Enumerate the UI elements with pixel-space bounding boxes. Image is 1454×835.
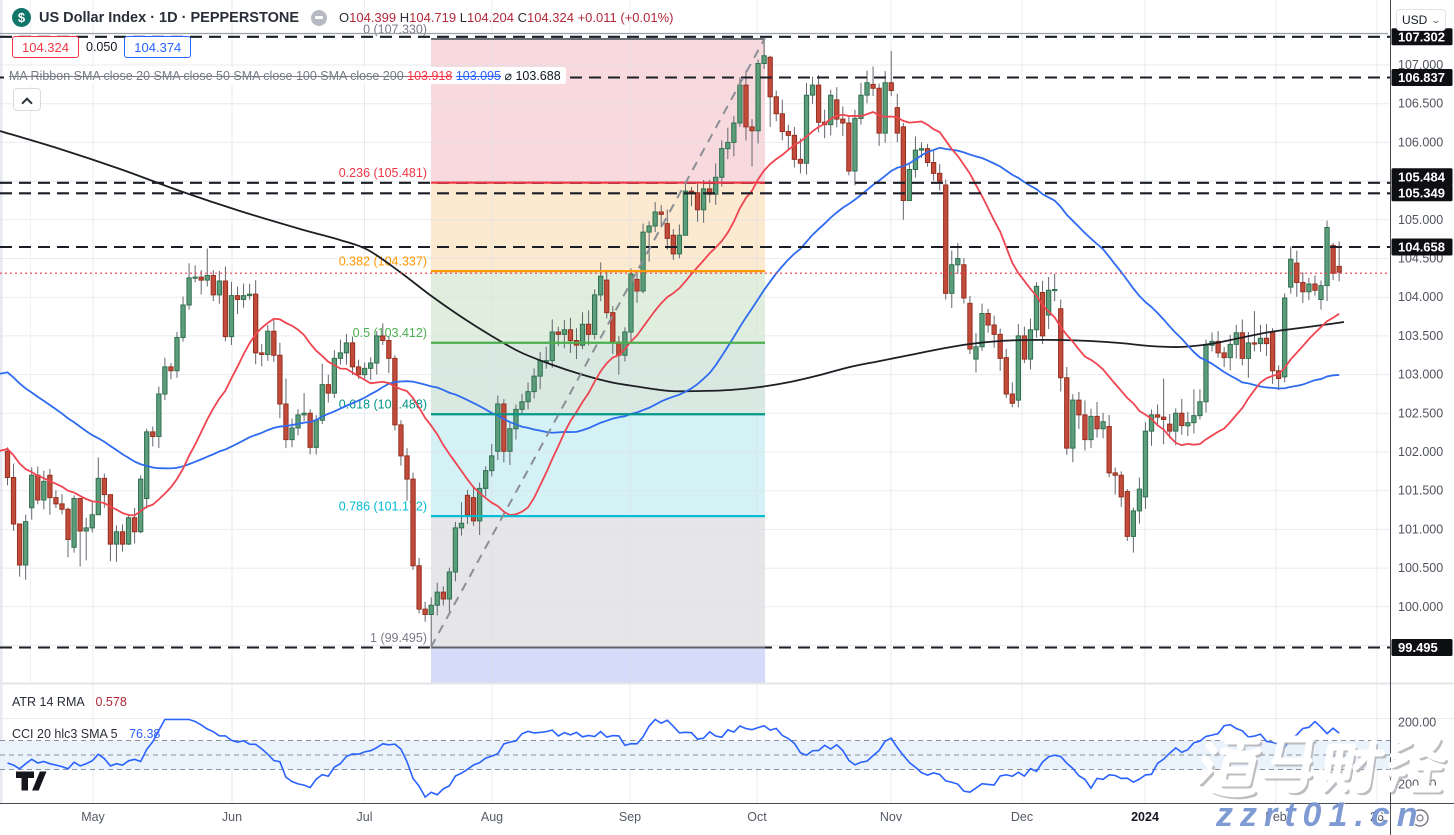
svg-text:Sep: Sep (619, 810, 641, 824)
svg-text:Jun: Jun (222, 810, 242, 824)
svg-text:104.658: 104.658 (1398, 240, 1445, 255)
svg-text:101.500: 101.500 (1398, 484, 1443, 498)
svg-text:99.495: 99.495 (1398, 640, 1438, 655)
svg-text:103.500: 103.500 (1398, 329, 1443, 343)
svg-text:107.000: 107.000 (1398, 58, 1443, 72)
svg-text:102.000: 102.000 (1398, 445, 1443, 459)
svg-text:104.000: 104.000 (1398, 290, 1443, 304)
svg-text:Aug: Aug (481, 810, 503, 824)
svg-text:107.302: 107.302 (1398, 29, 1445, 44)
svg-text:1 (99.495): 1 (99.495) (370, 631, 427, 645)
svg-text:105.484: 105.484 (1398, 169, 1446, 184)
svg-text:100.000: 100.000 (1398, 600, 1443, 614)
svg-text:0.618 (102.488): 0.618 (102.488) (339, 398, 427, 412)
svg-text:Jul: Jul (357, 810, 373, 824)
svg-text:Feb: Feb (1265, 810, 1287, 824)
svg-text:May: May (81, 810, 105, 824)
svg-text:102.500: 102.500 (1398, 406, 1443, 420)
svg-text:106.000: 106.000 (1398, 135, 1443, 149)
svg-text:105.000: 105.000 (1398, 213, 1443, 227)
svg-text:0.382 (104.337): 0.382 (104.337) (339, 255, 427, 269)
svg-text:0.5 (103.412): 0.5 (103.412) (353, 326, 427, 340)
svg-text:2024: 2024 (1131, 810, 1159, 824)
svg-text:100.500: 100.500 (1398, 561, 1443, 575)
svg-text:0.236 (105.481): 0.236 (105.481) (339, 166, 427, 180)
svg-text:Nov: Nov (880, 810, 903, 824)
svg-text:Dec: Dec (1011, 810, 1033, 824)
svg-text:103.000: 103.000 (1398, 368, 1443, 382)
svg-text:106.500: 106.500 (1398, 97, 1443, 111)
svg-text:105.349: 105.349 (1398, 185, 1445, 200)
svg-text:Oct: Oct (747, 810, 767, 824)
svg-text:200.00: 200.00 (1398, 716, 1436, 730)
svg-text:26: 26 (1370, 810, 1384, 824)
svg-text:106.837: 106.837 (1398, 70, 1445, 85)
svg-text:101.000: 101.000 (1398, 522, 1443, 536)
svg-text:0.786 (101.172): 0.786 (101.172) (339, 500, 427, 514)
